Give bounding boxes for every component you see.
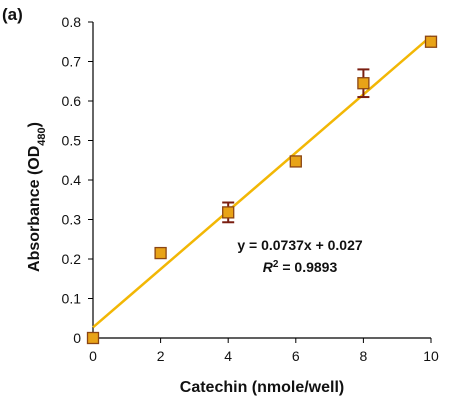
x-axis-ticks: 0 2 4 6 8 10: [89, 338, 439, 364]
y-tick-label: 0.5: [62, 133, 82, 149]
y-tick-label: 0.2: [62, 251, 82, 267]
y-axis-title-main: Absorbance (OD: [26, 146, 43, 272]
data-point: [424, 35, 438, 48]
data-points: [86, 35, 438, 345]
panel-label: (a): [2, 5, 23, 24]
y-tick-label: 0: [73, 330, 81, 346]
y-axis-title-end: ): [26, 122, 43, 127]
x-tick-label: 4: [224, 348, 232, 364]
data-point: [357, 77, 370, 90]
data-point: [222, 206, 235, 219]
y-axis-ticks: 0 0.1 0.2 0.3 0.4 0.5 0.6 0.7 0.8: [62, 14, 93, 346]
y-tick-label: 0.1: [62, 291, 82, 307]
axes: [92, 22, 431, 339]
trend-equation: y = 0.0737x + 0.027: [237, 237, 363, 253]
x-tick-label: 10: [423, 348, 439, 364]
x-tick-label: 8: [360, 348, 368, 364]
r-squared-value: = 0.9893: [278, 259, 337, 275]
y-tick-label: 0.8: [62, 14, 82, 30]
r-squared-exponent: 2: [273, 259, 279, 270]
x-tick-label: 0: [89, 348, 97, 364]
trendline: [92, 35, 432, 329]
y-axis-title: Absorbance (OD480): [26, 122, 48, 272]
data-point: [154, 246, 167, 260]
data-point: [289, 155, 302, 168]
data-point: [86, 331, 100, 345]
r-squared-label: R2 = 0.9893: [263, 259, 338, 276]
x-axis-title: Catechin (nmole/well): [180, 379, 344, 396]
y-tick-label: 0.4: [62, 172, 82, 188]
y-tick-label: 0.3: [62, 212, 82, 228]
y-axis-title-subscript: 480: [36, 127, 48, 145]
y-tick-label: 0.7: [62, 54, 82, 70]
x-tick-label: 6: [292, 348, 300, 364]
x-tick-label: 2: [157, 348, 165, 364]
y-tick-label: 0.6: [62, 93, 82, 109]
trendline-group: [92, 35, 432, 329]
error-bars: [222, 68, 370, 224]
r-squared-symbol: R: [263, 259, 274, 275]
